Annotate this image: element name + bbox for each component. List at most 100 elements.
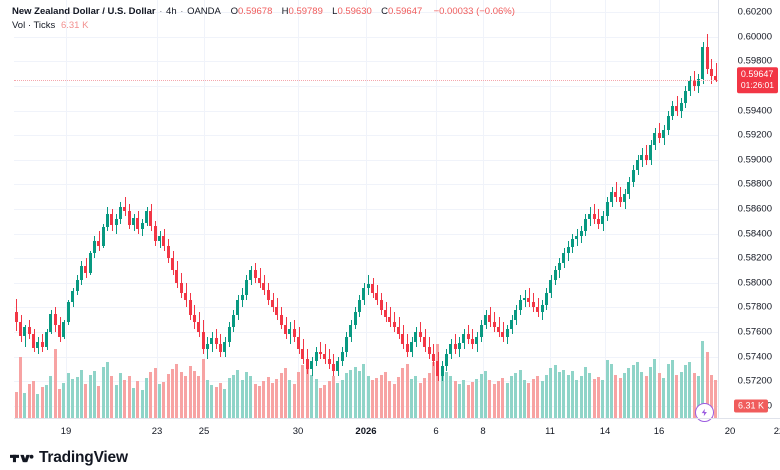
volume-bar bbox=[114, 385, 118, 418]
chart-plot-area[interactable] bbox=[14, 0, 718, 418]
gridline-vertical bbox=[66, 0, 67, 418]
change-value: −0.00033 (−0.06%) bbox=[433, 6, 515, 17]
candle-body bbox=[384, 309, 388, 318]
candle-body bbox=[284, 324, 288, 335]
volume-bar bbox=[675, 374, 679, 418]
candle-body bbox=[66, 302, 70, 323]
exchange-label[interactable]: OANDA bbox=[187, 6, 221, 17]
candle-wick bbox=[25, 324, 26, 347]
candle-body bbox=[14, 312, 18, 323]
volume-bar bbox=[631, 365, 635, 418]
volume-bar bbox=[423, 378, 427, 418]
candle-body bbox=[314, 351, 318, 362]
candle-body bbox=[140, 222, 144, 229]
volume-bar bbox=[610, 363, 614, 418]
volume-bar bbox=[640, 371, 644, 418]
candle-body bbox=[249, 270, 253, 281]
candle-body bbox=[84, 265, 88, 273]
volume-bar bbox=[205, 379, 209, 418]
volume-bar bbox=[297, 371, 301, 418]
volume-bar bbox=[688, 362, 692, 418]
legend-separator-1: · bbox=[159, 6, 163, 17]
candle-body bbox=[562, 253, 566, 264]
tradingview-logo-icon bbox=[10, 454, 34, 462]
candle-body bbox=[601, 216, 605, 224]
volume-bar bbox=[657, 373, 661, 418]
volume-bar bbox=[575, 379, 579, 418]
candle-body bbox=[301, 349, 305, 359]
symbol-name[interactable]: New Zealand Dollar / U.S. Dollar bbox=[12, 6, 156, 17]
volume-bar bbox=[201, 358, 205, 418]
candle-wick bbox=[260, 268, 261, 288]
price-axis-label: 0.59000 bbox=[737, 154, 772, 166]
candle-wick bbox=[620, 186, 621, 207]
volume-label: Vol · Ticks bbox=[12, 19, 56, 31]
volume-bar bbox=[318, 387, 322, 418]
candle-body bbox=[136, 217, 140, 229]
volume-value-tag[interactable]: 6.31 K bbox=[733, 399, 768, 413]
volume-bar bbox=[127, 375, 131, 418]
candle-body bbox=[105, 213, 109, 228]
candle-body bbox=[657, 132, 661, 138]
price-axis-divider bbox=[718, 0, 719, 418]
candle-body bbox=[323, 354, 327, 359]
bar-countdown-timer: 01:26:01 bbox=[740, 80, 774, 91]
volume-bar bbox=[288, 379, 292, 418]
volume-bar bbox=[323, 385, 327, 418]
time-axis[interactable]: 1923253020266811141620222528 bbox=[0, 418, 780, 446]
volume-bar bbox=[253, 383, 257, 418]
candle-body bbox=[244, 280, 248, 296]
legend-volume-row[interactable]: Vol · Ticks 6.31 K bbox=[12, 20, 515, 32]
candle-body bbox=[614, 191, 618, 197]
price-axis[interactable]: 0.602000.600000.598000.596000.594000.592… bbox=[718, 0, 780, 418]
volume-bar bbox=[49, 376, 53, 418]
candle-body bbox=[379, 299, 383, 310]
volume-bar bbox=[392, 384, 396, 418]
volume-bar bbox=[431, 362, 435, 418]
volume-bar bbox=[301, 365, 305, 418]
volume-bar bbox=[479, 374, 483, 418]
price-axis-label: 0.57800 bbox=[737, 301, 772, 313]
candle-body bbox=[596, 218, 600, 224]
volume-bar bbox=[58, 389, 62, 418]
volume-bar bbox=[45, 385, 49, 418]
candle-body bbox=[579, 231, 583, 237]
volume-bar bbox=[79, 370, 83, 418]
volume-bar bbox=[670, 360, 674, 418]
volume-bar bbox=[444, 371, 448, 418]
volume-bar bbox=[475, 378, 479, 418]
candle-body bbox=[218, 344, 222, 352]
price-axis-label: 0.57600 bbox=[737, 326, 772, 338]
candle-body bbox=[262, 282, 266, 291]
candle-body bbox=[45, 331, 49, 347]
candle-wick bbox=[329, 349, 330, 369]
volume-bar bbox=[27, 384, 31, 418]
volume-bar bbox=[679, 371, 683, 418]
current-price-tag[interactable]: 0.59647 01:26:01 bbox=[736, 67, 778, 94]
close-value: 0.59647 bbox=[387, 6, 423, 17]
candle-body bbox=[466, 334, 470, 340]
candle-body bbox=[423, 336, 427, 347]
volume-bar bbox=[271, 382, 275, 418]
volume-bar bbox=[197, 376, 201, 418]
candle-body bbox=[297, 336, 301, 350]
candle-body bbox=[88, 253, 92, 273]
volume-bar bbox=[240, 380, 244, 418]
volume-bar bbox=[497, 381, 501, 418]
candle-body bbox=[288, 329, 292, 335]
candle-body bbox=[214, 338, 218, 345]
volume-bar bbox=[145, 378, 149, 418]
candle-wick bbox=[472, 329, 473, 350]
candle-body bbox=[592, 213, 596, 219]
candle-body bbox=[701, 46, 705, 79]
lightning-bolt-icon[interactable] bbox=[694, 403, 714, 422]
volume-bar bbox=[123, 379, 127, 418]
volume-bar bbox=[84, 383, 88, 418]
open-value: 0.59678 bbox=[238, 6, 273, 17]
legend-symbol-row[interactable]: New Zealand Dollar / U.S. Dollar · 4h · … bbox=[12, 6, 515, 18]
interval-label[interactable]: 4h bbox=[166, 6, 177, 17]
candle-body bbox=[210, 338, 214, 345]
candle-body bbox=[549, 280, 553, 293]
candle-body bbox=[279, 314, 283, 325]
volume-bar bbox=[210, 385, 214, 418]
